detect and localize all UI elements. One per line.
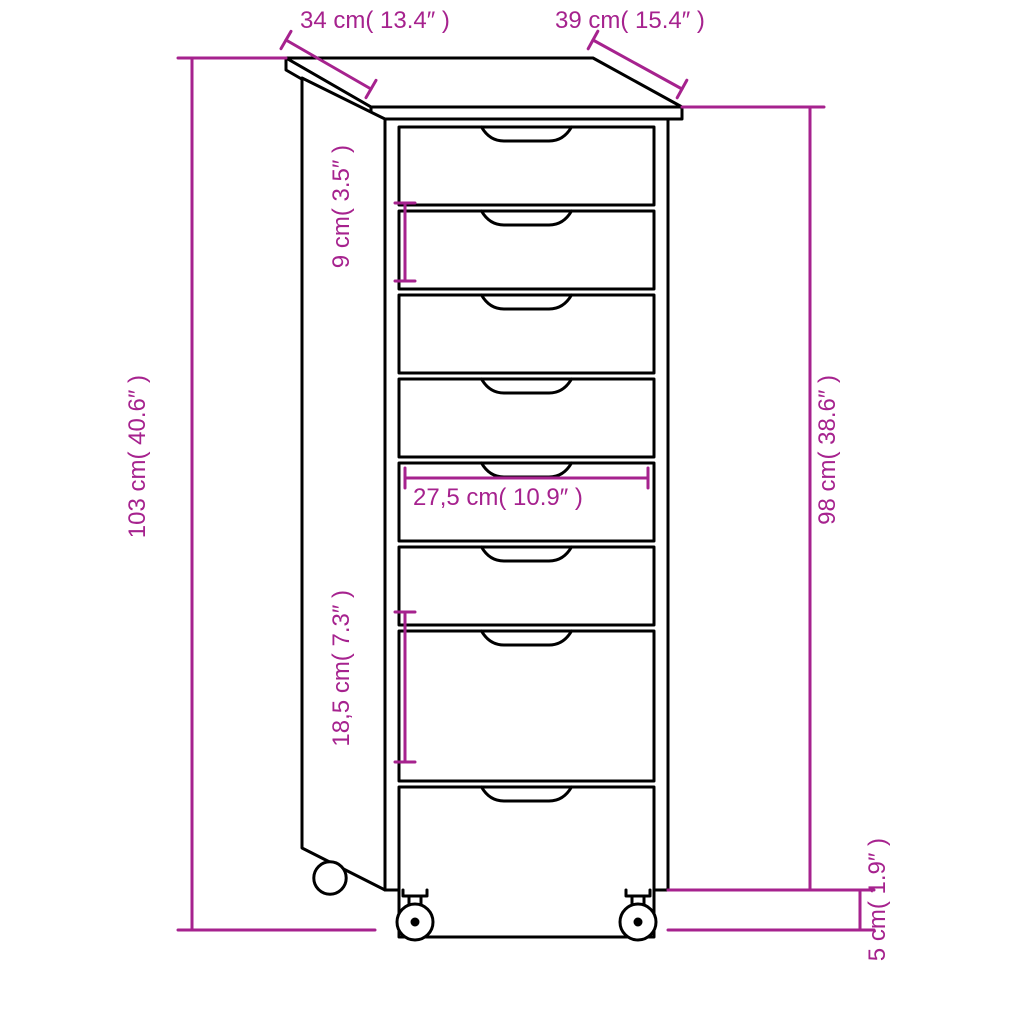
label-depth: 34 cm( 13.4″ ) xyxy=(300,7,450,36)
label-height-right: 98 cm( 38.6″ ) xyxy=(814,375,843,525)
label-small-drawer-h: 9 cm( 3.5″ ) xyxy=(328,145,357,268)
label-height-left: 103 cm( 40.6″ ) xyxy=(124,375,153,538)
label-drawer-width: 27,5 cm( 10.9″ ) xyxy=(413,484,583,513)
label-width: 39 cm( 15.4″ ) xyxy=(555,7,705,36)
label-large-drawer-h: 18,5 cm( 7.3″ ) xyxy=(328,590,357,747)
label-caster-h: 5 cm( 1.9″ ) xyxy=(864,838,893,961)
